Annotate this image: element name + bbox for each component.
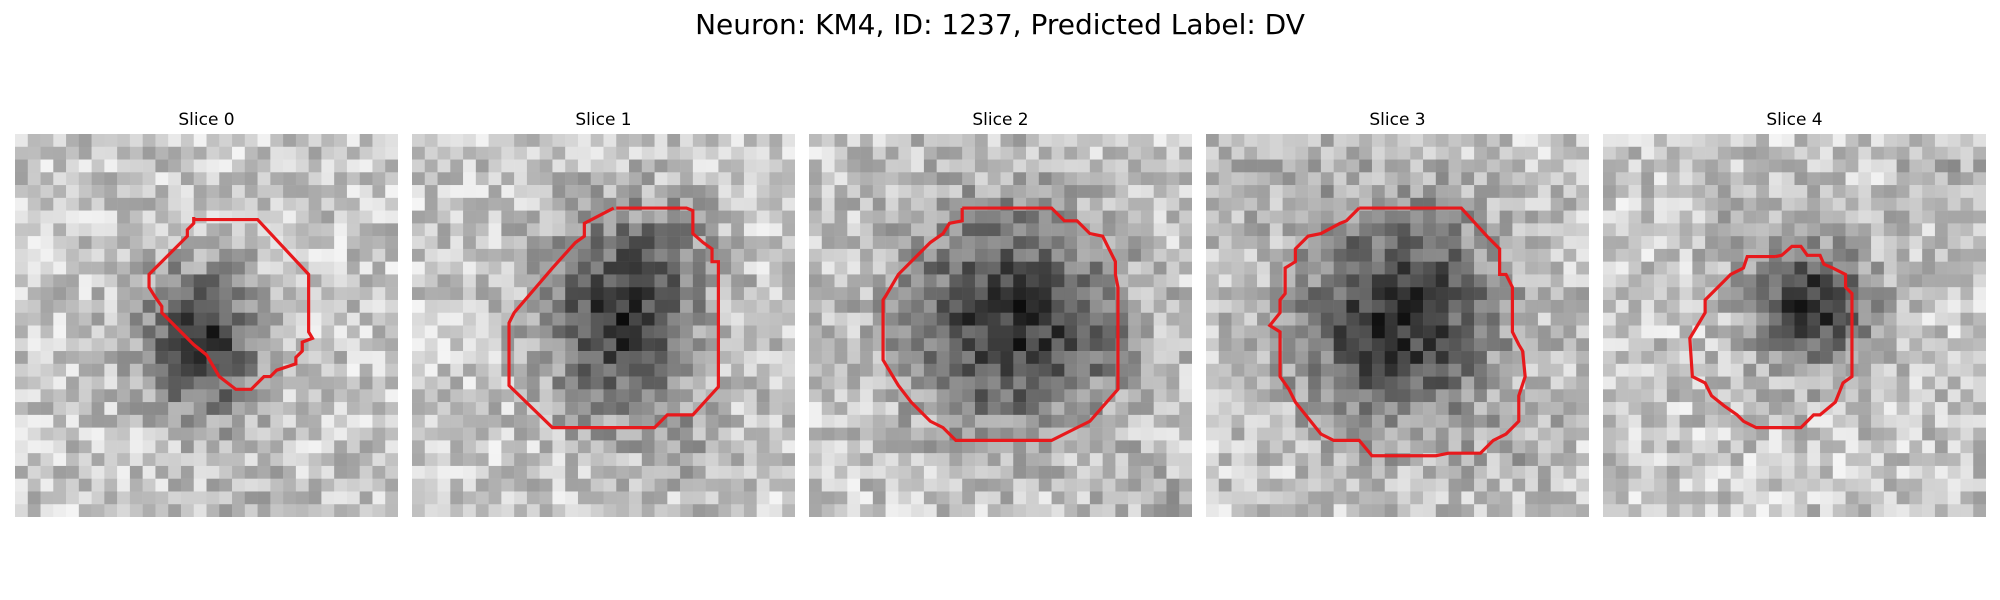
roi-contour bbox=[147, 216, 315, 391]
slice-title: Slice 2 bbox=[972, 110, 1029, 130]
slice-title: Slice 0 bbox=[178, 110, 235, 130]
figure-title: Neuron: KM4, ID: 1237, Predicted Label: … bbox=[695, 8, 1305, 41]
slice-title: Slice 1 bbox=[575, 110, 632, 130]
slice-image bbox=[15, 134, 398, 517]
roi-contour bbox=[507, 206, 720, 430]
slice-image bbox=[1603, 134, 1986, 517]
slice-image bbox=[1206, 134, 1589, 517]
slice-title: Slice 3 bbox=[1369, 110, 1426, 130]
roi-contour bbox=[881, 206, 1120, 442]
slice-title: Slice 4 bbox=[1766, 110, 1823, 130]
pixel-grid bbox=[809, 134, 1192, 517]
roi-contour bbox=[1688, 244, 1854, 430]
roi-contour bbox=[1267, 206, 1527, 458]
pixel-grid bbox=[15, 134, 398, 517]
slice-image bbox=[412, 134, 795, 517]
pixel-grid bbox=[1603, 134, 1986, 517]
pixel-grid bbox=[412, 134, 795, 517]
pixel-grid bbox=[1206, 134, 1589, 517]
slice-image bbox=[809, 134, 1192, 517]
